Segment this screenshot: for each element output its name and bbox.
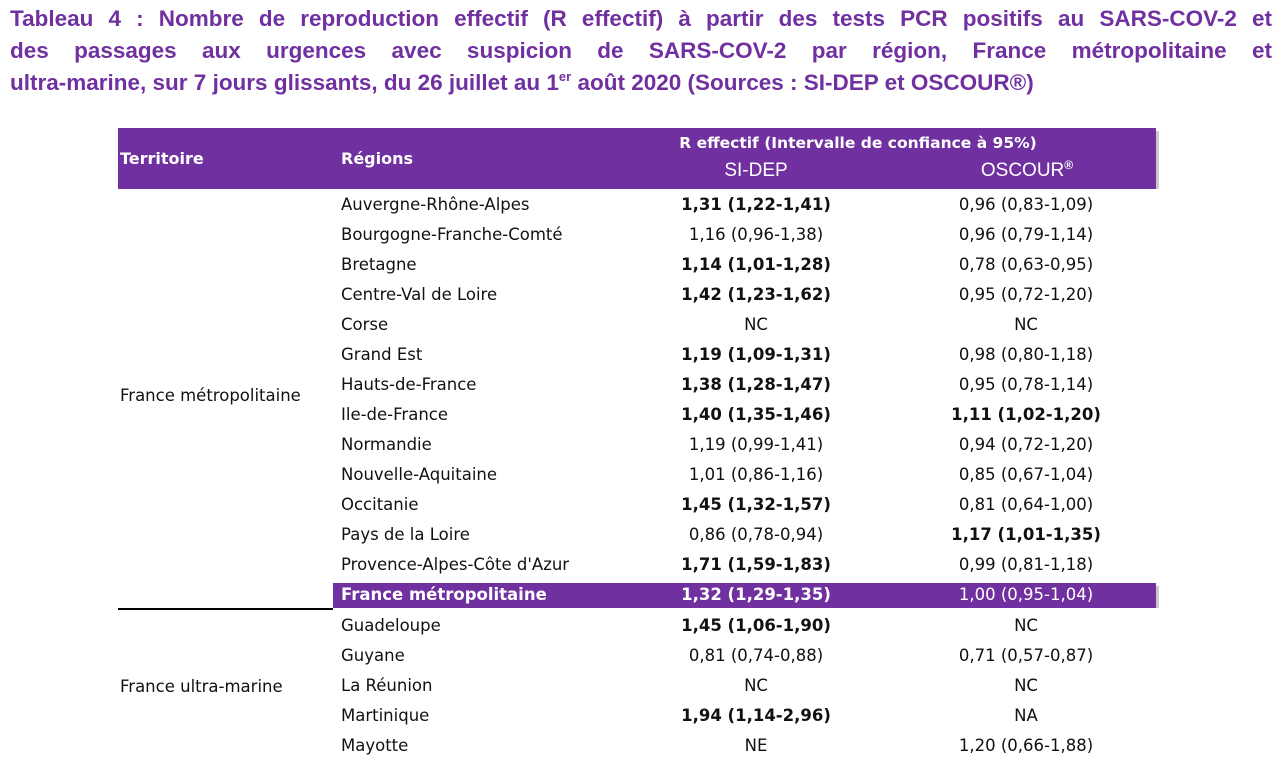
table-caption: Tableau 4 : Nombre de reproduction effec… <box>10 3 1272 99</box>
header-territoire: Territoire <box>120 149 204 168</box>
total-region: France métropolitaine <box>341 585 547 604</box>
total-sidep: 1,32 (1,29-1,35) <box>681 585 831 604</box>
region-name: Bretagne <box>341 255 417 274</box>
sidep-value: 1,14 (1,01-1,28) <box>681 255 831 274</box>
sidep-value: 0,81 (0,74-0,88) <box>688 646 824 665</box>
region-name: Ile-de-France <box>341 405 449 424</box>
sidep-value: 1,71 (1,59-1,83) <box>681 555 831 574</box>
sidep-value: 1,42 (1,23-1,62) <box>681 285 831 304</box>
oscour-value: NC <box>1014 676 1038 695</box>
sidep-value: 1,01 (0,86-1,16) <box>688 465 824 484</box>
table-row: Hauts-de-France 1,38 (1,28-1,47) 0,95 (0,7… <box>118 371 1156 401</box>
region-name: Guyane <box>341 646 405 665</box>
table-row: Corse NC NC <box>118 311 1156 341</box>
table-row: La Réunion NC NC <box>118 672 1156 702</box>
sidep-value: 1,45 (1,06-1,90) <box>681 616 831 635</box>
region-name: Grand Est <box>341 345 423 364</box>
caption-line-1: Tableau 4 : Nombre de reproduction effec… <box>10 6 1272 31</box>
caption-line-3: ultra-marine, sur 7 jours glissants, du … <box>10 67 1272 99</box>
caption-line-3-end: août 2020 (Sources : SI-DEP et OSCOUR®) <box>571 70 1034 95</box>
table-row: Guyane 0,81 (0,74-0,88) 0,71 (0,57-0,87) <box>118 642 1156 672</box>
table-row: Pays de la Loire 0,86 (0,78-0,94) 1,17 (1,… <box>118 521 1156 551</box>
caption-superscript: er <box>558 69 572 84</box>
oscour-value: 0,99 (0,81-1,18) <box>958 555 1094 574</box>
territory-separator <box>118 608 333 610</box>
region-name: Occitanie <box>341 495 419 514</box>
table-header: Territoire Régions R effectif (Intervall… <box>118 128 1159 189</box>
table-row: Martinique 1,94 (1,14-2,96) NA <box>118 702 1156 732</box>
oscour-value: 0,95 (0,78-1,14) <box>958 375 1094 394</box>
total-row-metropolitaine: France métropolitaine 1,32 (1,29-1,35) 1… <box>333 583 1159 608</box>
table-row: Normandie 1,19 (0,99-1,41) 0,94 (0,72-1,20… <box>118 431 1156 461</box>
oscour-value: 1,20 (0,66-1,88) <box>958 736 1094 755</box>
table-row: Guadeloupe 1,45 (1,06-1,90) NC <box>118 612 1156 642</box>
sidep-value: NC <box>744 676 768 695</box>
oscour-value: NC <box>1014 616 1038 635</box>
region-name: Centre-Val de Loire <box>341 285 498 304</box>
region-name: Bourgogne-Franche-Comté <box>341 225 563 244</box>
sidep-value: 1,19 (0,99-1,41) <box>688 435 824 454</box>
region-name: La Réunion <box>341 676 433 695</box>
region-name: Nouvelle-Aquitaine <box>341 465 498 484</box>
oscour-value: 0,81 (0,64-1,00) <box>958 495 1094 514</box>
region-name: Corse <box>341 315 389 334</box>
sidep-value: 1,40 (1,35-1,46) <box>681 405 831 424</box>
oscour-value: 0,71 (0,57-0,87) <box>958 646 1094 665</box>
region-name: Provence-Alpes-Côte d'Azur <box>341 555 570 574</box>
sidep-value: 1,38 (1,28-1,47) <box>681 375 831 394</box>
oscour-value: NA <box>1014 706 1038 725</box>
oscour-value: 1,11 (1,02-1,20) <box>951 405 1101 424</box>
table-row: Provence-Alpes-Côte d'Azur 1,71 (1,59-1,8… <box>118 551 1156 581</box>
header-oscour-label: OSCOUR <box>980 160 1065 181</box>
table-row: Grand Est 1,19 (1,09-1,31) 0,98 (0,80-1,18… <box>118 341 1156 371</box>
header-r-effectif: R effectif (Intervalle de confiance à 95… <box>679 134 1037 152</box>
header-oscour: OSCOUR® <box>952 158 1102 182</box>
table-row: Mayotte NE 1,20 (0,66-1,88) <box>118 732 1156 762</box>
region-name: Martinique <box>341 706 430 725</box>
region-name: Normandie <box>341 435 432 454</box>
sidep-value: 1,94 (1,14-2,96) <box>681 706 831 725</box>
caption-line-2: des passages aux urgences avec suspicion… <box>10 38 1272 63</box>
region-name: Mayotte <box>341 736 409 755</box>
table-row: Ile-de-France 1,40 (1,35-1,46) 1,11 (1,02-… <box>118 401 1156 431</box>
sidep-value: NC <box>744 315 768 334</box>
caption-line-3-start: ultra-marine, sur 7 jours glissants, du … <box>10 70 559 95</box>
table-row: Bourgogne-Franche-Comté 1,16 (0,96-1,38) 0… <box>118 221 1156 251</box>
oscour-value: 0,78 (0,63-0,95) <box>958 255 1094 274</box>
sidep-value: NE <box>744 736 768 755</box>
sidep-value: 1,19 (1,09-1,31) <box>681 345 831 364</box>
total-row-shadow <box>1156 586 1159 608</box>
oscour-value: NC <box>1014 315 1038 334</box>
region-name: Auvergne-Rhône-Alpes <box>341 195 530 214</box>
header-oscour-registered-mark: ® <box>1064 158 1074 172</box>
territoire-metropolitaine: France métropolitaine <box>120 386 301 405</box>
oscour-value: 0,95 (0,72-1,20) <box>958 285 1094 304</box>
table-row: Occitanie 1,45 (1,32-1,57) 0,81 (0,64-1,00… <box>118 491 1156 521</box>
sidep-value: 1,16 (0,96-1,38) <box>688 225 824 244</box>
sidep-value: 1,45 (1,32-1,57) <box>681 495 831 514</box>
header-shadow <box>1156 131 1159 189</box>
territoire-ultramarine: France ultra-marine <box>120 677 283 696</box>
region-name: Guadeloupe <box>341 616 441 635</box>
header-sidep: SI-DEP <box>724 160 788 181</box>
table-row: Bretagne 1,14 (1,01-1,28) 0,78 (0,63-0,95) <box>118 251 1156 281</box>
region-name: Pays de la Loire <box>341 525 470 544</box>
oscour-value: 0,98 (0,80-1,18) <box>958 345 1094 364</box>
region-name: Hauts-de-France <box>341 375 477 394</box>
table-row: Centre-Val de Loire 1,42 (1,23-1,62) 0,95 … <box>118 281 1156 311</box>
header-regions: Régions <box>341 149 414 168</box>
table-row: Auvergne-Rhône-Alpes 1,31 (1,22-1,41) 0,96… <box>118 191 1156 221</box>
oscour-value: 0,96 (0,79-1,14) <box>958 225 1094 244</box>
oscour-value: 0,85 (0,67-1,04) <box>958 465 1094 484</box>
table-row: Nouvelle-Aquitaine 1,01 (0,86-1,16) 0,85 (… <box>118 461 1156 491</box>
oscour-value: 0,94 (0,72-1,20) <box>958 435 1094 454</box>
oscour-value: 1,17 (1,01-1,35) <box>951 525 1101 544</box>
sidep-value: 1,31 (1,22-1,41) <box>681 195 831 214</box>
total-oscour: 1,00 (0,95-1,04) <box>958 585 1094 604</box>
sidep-value: 0,86 (0,78-0,94) <box>688 525 824 544</box>
oscour-value: 0,96 (0,83-1,09) <box>958 195 1094 214</box>
